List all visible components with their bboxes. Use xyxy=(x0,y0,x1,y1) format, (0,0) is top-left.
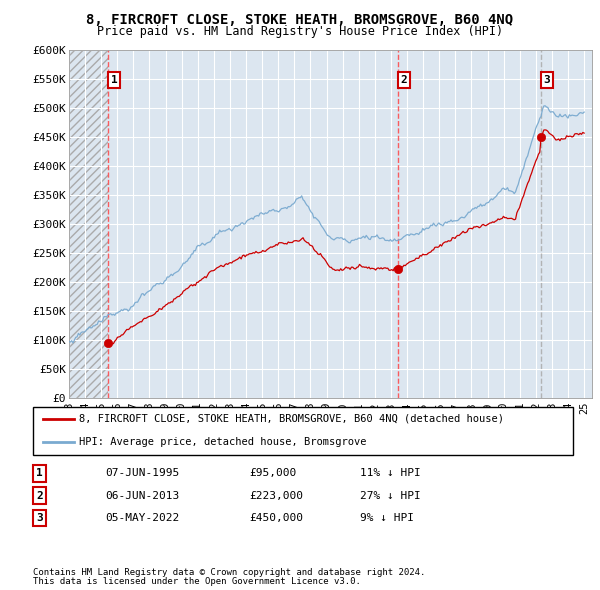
Text: £450,000: £450,000 xyxy=(249,513,303,523)
Text: 9% ↓ HPI: 9% ↓ HPI xyxy=(360,513,414,523)
Text: 07-JUN-1995: 07-JUN-1995 xyxy=(105,468,179,478)
Text: 27% ↓ HPI: 27% ↓ HPI xyxy=(360,491,421,500)
Text: 3: 3 xyxy=(36,513,43,523)
Text: 11% ↓ HPI: 11% ↓ HPI xyxy=(360,468,421,478)
Text: Contains HM Land Registry data © Crown copyright and database right 2024.: Contains HM Land Registry data © Crown c… xyxy=(33,568,425,577)
FancyBboxPatch shape xyxy=(33,407,573,455)
Text: 2: 2 xyxy=(400,75,407,85)
Bar xyxy=(69,50,108,398)
Text: Price paid vs. HM Land Registry's House Price Index (HPI): Price paid vs. HM Land Registry's House … xyxy=(97,25,503,38)
Text: This data is licensed under the Open Government Licence v3.0.: This data is licensed under the Open Gov… xyxy=(33,578,361,586)
Text: £95,000: £95,000 xyxy=(249,468,296,478)
Text: 05-MAY-2022: 05-MAY-2022 xyxy=(105,513,179,523)
Text: 8, FIRCROFT CLOSE, STOKE HEATH, BROMSGROVE, B60 4NQ (detached house): 8, FIRCROFT CLOSE, STOKE HEATH, BROMSGRO… xyxy=(79,414,504,424)
Text: £223,000: £223,000 xyxy=(249,491,303,500)
Text: 06-JUN-2013: 06-JUN-2013 xyxy=(105,491,179,500)
Text: 1: 1 xyxy=(36,468,43,478)
Text: HPI: Average price, detached house, Bromsgrove: HPI: Average price, detached house, Brom… xyxy=(79,437,367,447)
Text: 2: 2 xyxy=(36,491,43,500)
Text: 1: 1 xyxy=(110,75,118,85)
Text: 3: 3 xyxy=(544,75,550,85)
Text: 8, FIRCROFT CLOSE, STOKE HEATH, BROMSGROVE, B60 4NQ: 8, FIRCROFT CLOSE, STOKE HEATH, BROMSGRO… xyxy=(86,13,514,27)
